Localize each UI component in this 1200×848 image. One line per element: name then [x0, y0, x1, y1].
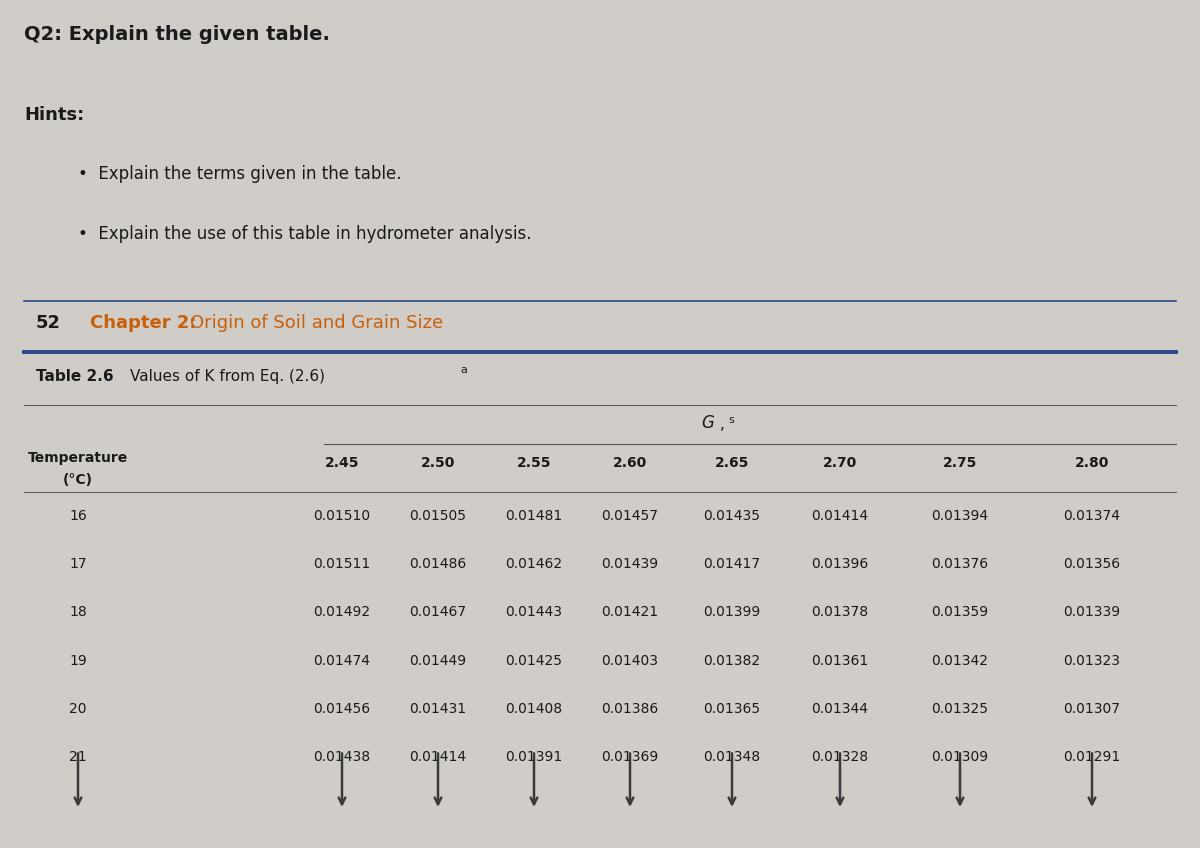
Text: 0.01307: 0.01307 [1063, 702, 1121, 717]
Text: 0.01431: 0.01431 [409, 702, 467, 717]
Text: 17: 17 [70, 557, 86, 572]
Text: 0.01291: 0.01291 [1063, 750, 1121, 765]
Text: 0.01492: 0.01492 [313, 605, 371, 620]
Text: G: G [702, 414, 714, 432]
Text: 2.70: 2.70 [823, 456, 857, 471]
Text: 0.01486: 0.01486 [409, 557, 467, 572]
Text: 52: 52 [36, 314, 61, 332]
Text: 0.01348: 0.01348 [703, 750, 761, 765]
Text: 0.01386: 0.01386 [601, 702, 659, 717]
Text: 0.01425: 0.01425 [505, 654, 563, 668]
Text: 19: 19 [70, 654, 86, 668]
Text: 0.01399: 0.01399 [703, 605, 761, 620]
Text: 0.01356: 0.01356 [1063, 557, 1121, 572]
Text: Q2: Explain the given table.: Q2: Explain the given table. [24, 25, 330, 44]
Text: Chapter 2:: Chapter 2: [90, 314, 197, 332]
Text: •  Explain the use of this table in hydrometer analysis.: • Explain the use of this table in hydro… [78, 225, 532, 243]
Text: 21: 21 [70, 750, 86, 765]
Text: 0.01414: 0.01414 [811, 509, 869, 523]
Text: 0.01365: 0.01365 [703, 702, 761, 717]
Text: 2.60: 2.60 [613, 456, 647, 471]
Text: 0.01394: 0.01394 [931, 509, 989, 523]
Text: 0.01328: 0.01328 [811, 750, 869, 765]
Text: 0.01510: 0.01510 [313, 509, 371, 523]
Text: 0.01417: 0.01417 [703, 557, 761, 572]
Text: 0.01391: 0.01391 [505, 750, 563, 765]
Text: 0.01443: 0.01443 [505, 605, 563, 620]
Text: •  Explain the terms given in the table.: • Explain the terms given in the table. [78, 165, 402, 183]
Text: Table 2.6: Table 2.6 [36, 369, 114, 384]
Text: a: a [461, 365, 468, 375]
Text: 0.01396: 0.01396 [811, 557, 869, 572]
Text: Values of K from Eq. (2.6): Values of K from Eq. (2.6) [130, 369, 324, 384]
Text: 0.01382: 0.01382 [703, 654, 761, 668]
Text: ,: , [720, 417, 725, 432]
Text: Temperature: Temperature [28, 451, 128, 466]
Text: 2.75: 2.75 [943, 456, 977, 471]
Text: 0.01505: 0.01505 [409, 509, 467, 523]
Text: s: s [728, 415, 734, 425]
Text: 18: 18 [70, 605, 86, 620]
Text: 2.45: 2.45 [325, 456, 359, 471]
Text: Hints:: Hints: [24, 106, 84, 124]
Text: 0.01323: 0.01323 [1063, 654, 1121, 668]
Text: 0.01438: 0.01438 [313, 750, 371, 765]
Text: 0.01439: 0.01439 [601, 557, 659, 572]
Text: 2.55: 2.55 [517, 456, 551, 471]
Text: 0.01456: 0.01456 [313, 702, 371, 717]
Text: 0.01467: 0.01467 [409, 605, 467, 620]
Text: 0.01481: 0.01481 [505, 509, 563, 523]
Text: 0.01449: 0.01449 [409, 654, 467, 668]
Text: 16: 16 [70, 509, 86, 523]
Text: 0.01421: 0.01421 [601, 605, 659, 620]
Text: 2.65: 2.65 [715, 456, 749, 471]
Text: 0.01414: 0.01414 [409, 750, 467, 765]
Text: 0.01435: 0.01435 [703, 509, 761, 523]
Text: 0.01462: 0.01462 [505, 557, 563, 572]
Text: 0.01474: 0.01474 [313, 654, 371, 668]
Text: 0.01403: 0.01403 [601, 654, 659, 668]
Text: 0.01378: 0.01378 [811, 605, 869, 620]
Text: Origin of Soil and Grain Size: Origin of Soil and Grain Size [190, 314, 443, 332]
Text: 0.01342: 0.01342 [931, 654, 989, 668]
Text: 0.01374: 0.01374 [1063, 509, 1121, 523]
Text: 2.80: 2.80 [1075, 456, 1109, 471]
Text: 2.50: 2.50 [421, 456, 455, 471]
Text: 20: 20 [70, 702, 86, 717]
Text: 0.01511: 0.01511 [313, 557, 371, 572]
Text: 0.01325: 0.01325 [931, 702, 989, 717]
Text: 0.01339: 0.01339 [1063, 605, 1121, 620]
Text: 0.01359: 0.01359 [931, 605, 989, 620]
Text: 0.01376: 0.01376 [931, 557, 989, 572]
Text: 0.01309: 0.01309 [931, 750, 989, 765]
Text: 0.01344: 0.01344 [811, 702, 869, 717]
Text: (°C): (°C) [64, 473, 94, 488]
Text: 0.01408: 0.01408 [505, 702, 563, 717]
Text: 0.01361: 0.01361 [811, 654, 869, 668]
Text: 0.01369: 0.01369 [601, 750, 659, 765]
Text: 0.01457: 0.01457 [601, 509, 659, 523]
